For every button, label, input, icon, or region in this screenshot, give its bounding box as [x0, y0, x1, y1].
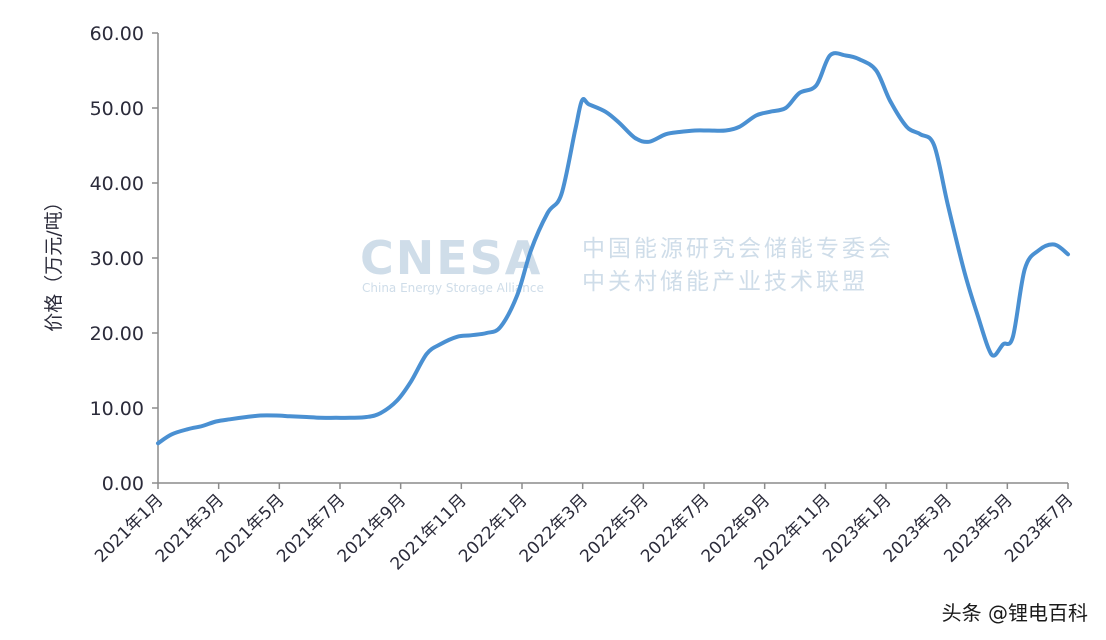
watermark-logo: CNESA [360, 231, 542, 285]
data-point [905, 125, 908, 128]
data-point [1037, 249, 1040, 252]
data-point [334, 416, 338, 419]
data-point [828, 54, 832, 57]
data-point [798, 91, 801, 95]
data-point [259, 414, 262, 417]
data-point [693, 129, 697, 132]
watermark-line2: 中关村储能产业技术联盟 [582, 269, 868, 295]
data-point [738, 125, 741, 128]
data-point [987, 346, 990, 350]
y-tick-label: 20.00 [90, 323, 144, 345]
data-point [305, 415, 308, 419]
y-tick-label: 50.00 [90, 98, 144, 120]
data-point [815, 84, 818, 87]
data-point [993, 354, 996, 357]
data-point [724, 129, 727, 132]
data-point [156, 442, 160, 445]
data-point [379, 412, 382, 415]
data-point [875, 69, 878, 72]
data-point [348, 416, 351, 419]
data-point [485, 331, 488, 335]
data-point [245, 415, 248, 419]
data-point [201, 424, 204, 428]
data-point [560, 193, 563, 196]
data-point [425, 352, 428, 356]
data-point [784, 106, 787, 110]
data-point [587, 103, 591, 106]
data-point [678, 130, 681, 134]
data-point [455, 335, 459, 338]
data-point [1023, 268, 1026, 271]
data-point [1001, 343, 1005, 346]
y-tick-label: 10.00 [90, 398, 144, 420]
watermark-line1: 中国能源研究会储能专委会 [582, 236, 894, 262]
data-point [977, 316, 980, 320]
watermark: CNESA China Energy Storage Alliance 中国能源… [360, 231, 894, 295]
data-point [946, 204, 950, 207]
data-point [768, 110, 772, 114]
data-point [707, 129, 711, 132]
data-point [409, 380, 412, 383]
data-point [1053, 243, 1056, 246]
y-tick-label: 0.00 [102, 473, 144, 495]
y-tick-label: 60.00 [90, 23, 144, 45]
data-point [647, 140, 651, 143]
data-point [439, 343, 442, 346]
data-point [919, 133, 922, 136]
x-ticks: 2021年1月2021年3月2021年5月2021年7月2021年9月2021年… [91, 483, 1078, 574]
data-point [573, 129, 577, 132]
watermark-subtitle: China Energy Storage Alliance [362, 281, 544, 295]
y-tick-label: 40.00 [90, 173, 144, 195]
data-point [214, 420, 218, 423]
data-point [858, 58, 861, 61]
data-point [888, 99, 892, 102]
data-point [288, 415, 291, 418]
data-point [499, 325, 502, 329]
data-point [170, 433, 173, 436]
source-credit: 头条 @锂电百科 [942, 601, 1088, 625]
y-axis-title: 价格（万元/吨） [43, 192, 65, 331]
data-point [1066, 253, 1070, 256]
data-point [664, 133, 667, 136]
data-point [469, 334, 472, 337]
y-tick-label: 30.00 [90, 248, 144, 270]
data-point [1011, 335, 1015, 338]
data-point [546, 211, 549, 215]
data-point [844, 54, 847, 57]
data-point [395, 399, 399, 402]
data-point [633, 136, 637, 140]
data-point [580, 99, 584, 102]
data-point [319, 416, 322, 419]
series-layer [156, 51, 1070, 446]
data-point [365, 415, 368, 419]
data-point [933, 144, 936, 147]
data-point [618, 121, 621, 125]
y-ticks: 0.00 10.00 20.00 30.00 40.00 50.00 60.00 [90, 23, 158, 495]
data-point [515, 294, 519, 297]
data-point [274, 414, 278, 417]
data-point [187, 427, 190, 431]
data-point [754, 114, 758, 117]
data-point [604, 110, 607, 114]
data-point [529, 249, 533, 252]
data-point [228, 418, 231, 421]
data-point [963, 271, 966, 275]
